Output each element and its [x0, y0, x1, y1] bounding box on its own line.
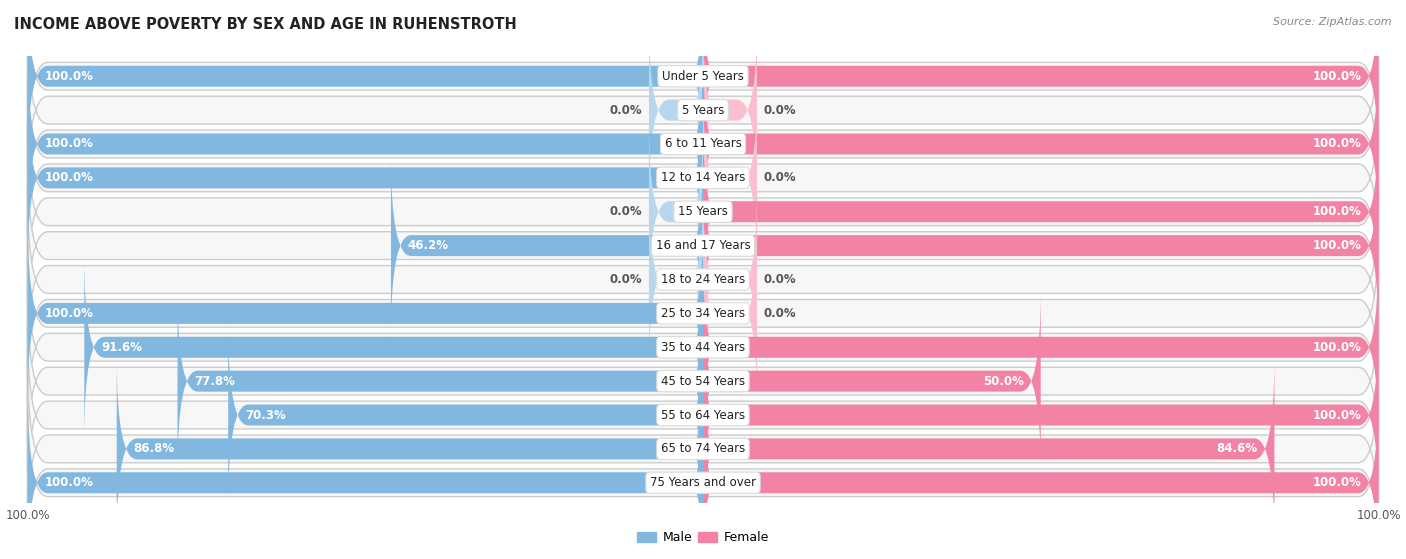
FancyBboxPatch shape — [117, 358, 703, 540]
FancyBboxPatch shape — [28, 0, 1378, 164]
Text: INCOME ABOVE POVERTY BY SEX AND AGE IN RUHENSTROTH: INCOME ABOVE POVERTY BY SEX AND AGE IN R… — [14, 17, 517, 32]
Text: 0.0%: 0.0% — [610, 273, 643, 286]
Text: Under 5 Years: Under 5 Years — [662, 70, 744, 83]
FancyBboxPatch shape — [650, 19, 703, 201]
Text: 6 to 11 Years: 6 to 11 Years — [665, 138, 741, 150]
FancyBboxPatch shape — [28, 226, 1378, 401]
FancyBboxPatch shape — [28, 56, 1378, 232]
FancyBboxPatch shape — [28, 87, 703, 269]
FancyBboxPatch shape — [703, 222, 756, 405]
Text: 100.0%: 100.0% — [1313, 409, 1361, 421]
FancyBboxPatch shape — [391, 154, 703, 337]
FancyBboxPatch shape — [703, 19, 756, 201]
Text: 0.0%: 0.0% — [610, 103, 643, 117]
Legend: Male, Female: Male, Female — [631, 525, 775, 551]
FancyBboxPatch shape — [28, 22, 1378, 198]
FancyBboxPatch shape — [703, 290, 1040, 472]
Text: 5 Years: 5 Years — [682, 103, 724, 117]
Text: 100.0%: 100.0% — [45, 307, 93, 320]
Text: 100.0%: 100.0% — [1313, 205, 1361, 218]
Text: 100.0%: 100.0% — [45, 172, 93, 184]
Text: 100.0%: 100.0% — [45, 70, 93, 83]
FancyBboxPatch shape — [703, 121, 1378, 303]
Text: 84.6%: 84.6% — [1216, 442, 1257, 456]
FancyBboxPatch shape — [28, 53, 703, 235]
FancyBboxPatch shape — [28, 361, 1378, 537]
FancyBboxPatch shape — [703, 0, 1378, 167]
Text: 65 to 74 Years: 65 to 74 Years — [661, 442, 745, 456]
Text: 46.2%: 46.2% — [408, 239, 449, 252]
Text: 100.0%: 100.0% — [1313, 70, 1361, 83]
FancyBboxPatch shape — [28, 327, 1378, 503]
Text: 100.0%: 100.0% — [1313, 138, 1361, 150]
Text: 0.0%: 0.0% — [763, 103, 796, 117]
FancyBboxPatch shape — [650, 188, 703, 371]
FancyBboxPatch shape — [703, 53, 1378, 235]
FancyBboxPatch shape — [703, 87, 756, 269]
Text: 75 Years and over: 75 Years and over — [650, 476, 756, 489]
FancyBboxPatch shape — [28, 293, 1378, 469]
Text: 18 to 24 Years: 18 to 24 Years — [661, 273, 745, 286]
Text: 55 to 64 Years: 55 to 64 Years — [661, 409, 745, 421]
FancyBboxPatch shape — [650, 121, 703, 303]
Text: 50.0%: 50.0% — [983, 375, 1024, 387]
FancyBboxPatch shape — [28, 192, 1378, 367]
FancyBboxPatch shape — [84, 256, 703, 438]
Text: 0.0%: 0.0% — [763, 273, 796, 286]
FancyBboxPatch shape — [28, 259, 1378, 435]
FancyBboxPatch shape — [703, 324, 1378, 506]
FancyBboxPatch shape — [28, 90, 1378, 266]
Text: 45 to 54 Years: 45 to 54 Years — [661, 375, 745, 387]
FancyBboxPatch shape — [228, 324, 703, 506]
Text: 77.8%: 77.8% — [194, 375, 235, 387]
FancyBboxPatch shape — [28, 222, 703, 405]
Text: 0.0%: 0.0% — [763, 307, 796, 320]
Text: 15 Years: 15 Years — [678, 205, 728, 218]
Text: 100.0%: 100.0% — [1313, 239, 1361, 252]
Text: 25 to 34 Years: 25 to 34 Years — [661, 307, 745, 320]
Text: 70.3%: 70.3% — [245, 409, 285, 421]
Text: 12 to 14 Years: 12 to 14 Years — [661, 172, 745, 184]
Text: 100.0%: 100.0% — [45, 138, 93, 150]
Text: 35 to 44 Years: 35 to 44 Years — [661, 341, 745, 354]
Text: 91.6%: 91.6% — [101, 341, 142, 354]
FancyBboxPatch shape — [703, 188, 756, 371]
Text: Source: ZipAtlas.com: Source: ZipAtlas.com — [1274, 17, 1392, 27]
FancyBboxPatch shape — [703, 358, 1274, 540]
FancyBboxPatch shape — [177, 290, 703, 472]
Text: 100.0%: 100.0% — [45, 476, 93, 489]
Text: 16 and 17 Years: 16 and 17 Years — [655, 239, 751, 252]
FancyBboxPatch shape — [703, 256, 1378, 438]
FancyBboxPatch shape — [28, 0, 703, 167]
FancyBboxPatch shape — [28, 392, 703, 559]
Text: 100.0%: 100.0% — [1313, 341, 1361, 354]
FancyBboxPatch shape — [703, 392, 1378, 559]
FancyBboxPatch shape — [703, 154, 1378, 337]
FancyBboxPatch shape — [28, 158, 1378, 333]
Text: 86.8%: 86.8% — [134, 442, 174, 456]
Text: 0.0%: 0.0% — [763, 172, 796, 184]
Text: 100.0%: 100.0% — [1313, 476, 1361, 489]
FancyBboxPatch shape — [28, 395, 1378, 559]
Text: 0.0%: 0.0% — [610, 205, 643, 218]
FancyBboxPatch shape — [28, 124, 1378, 300]
